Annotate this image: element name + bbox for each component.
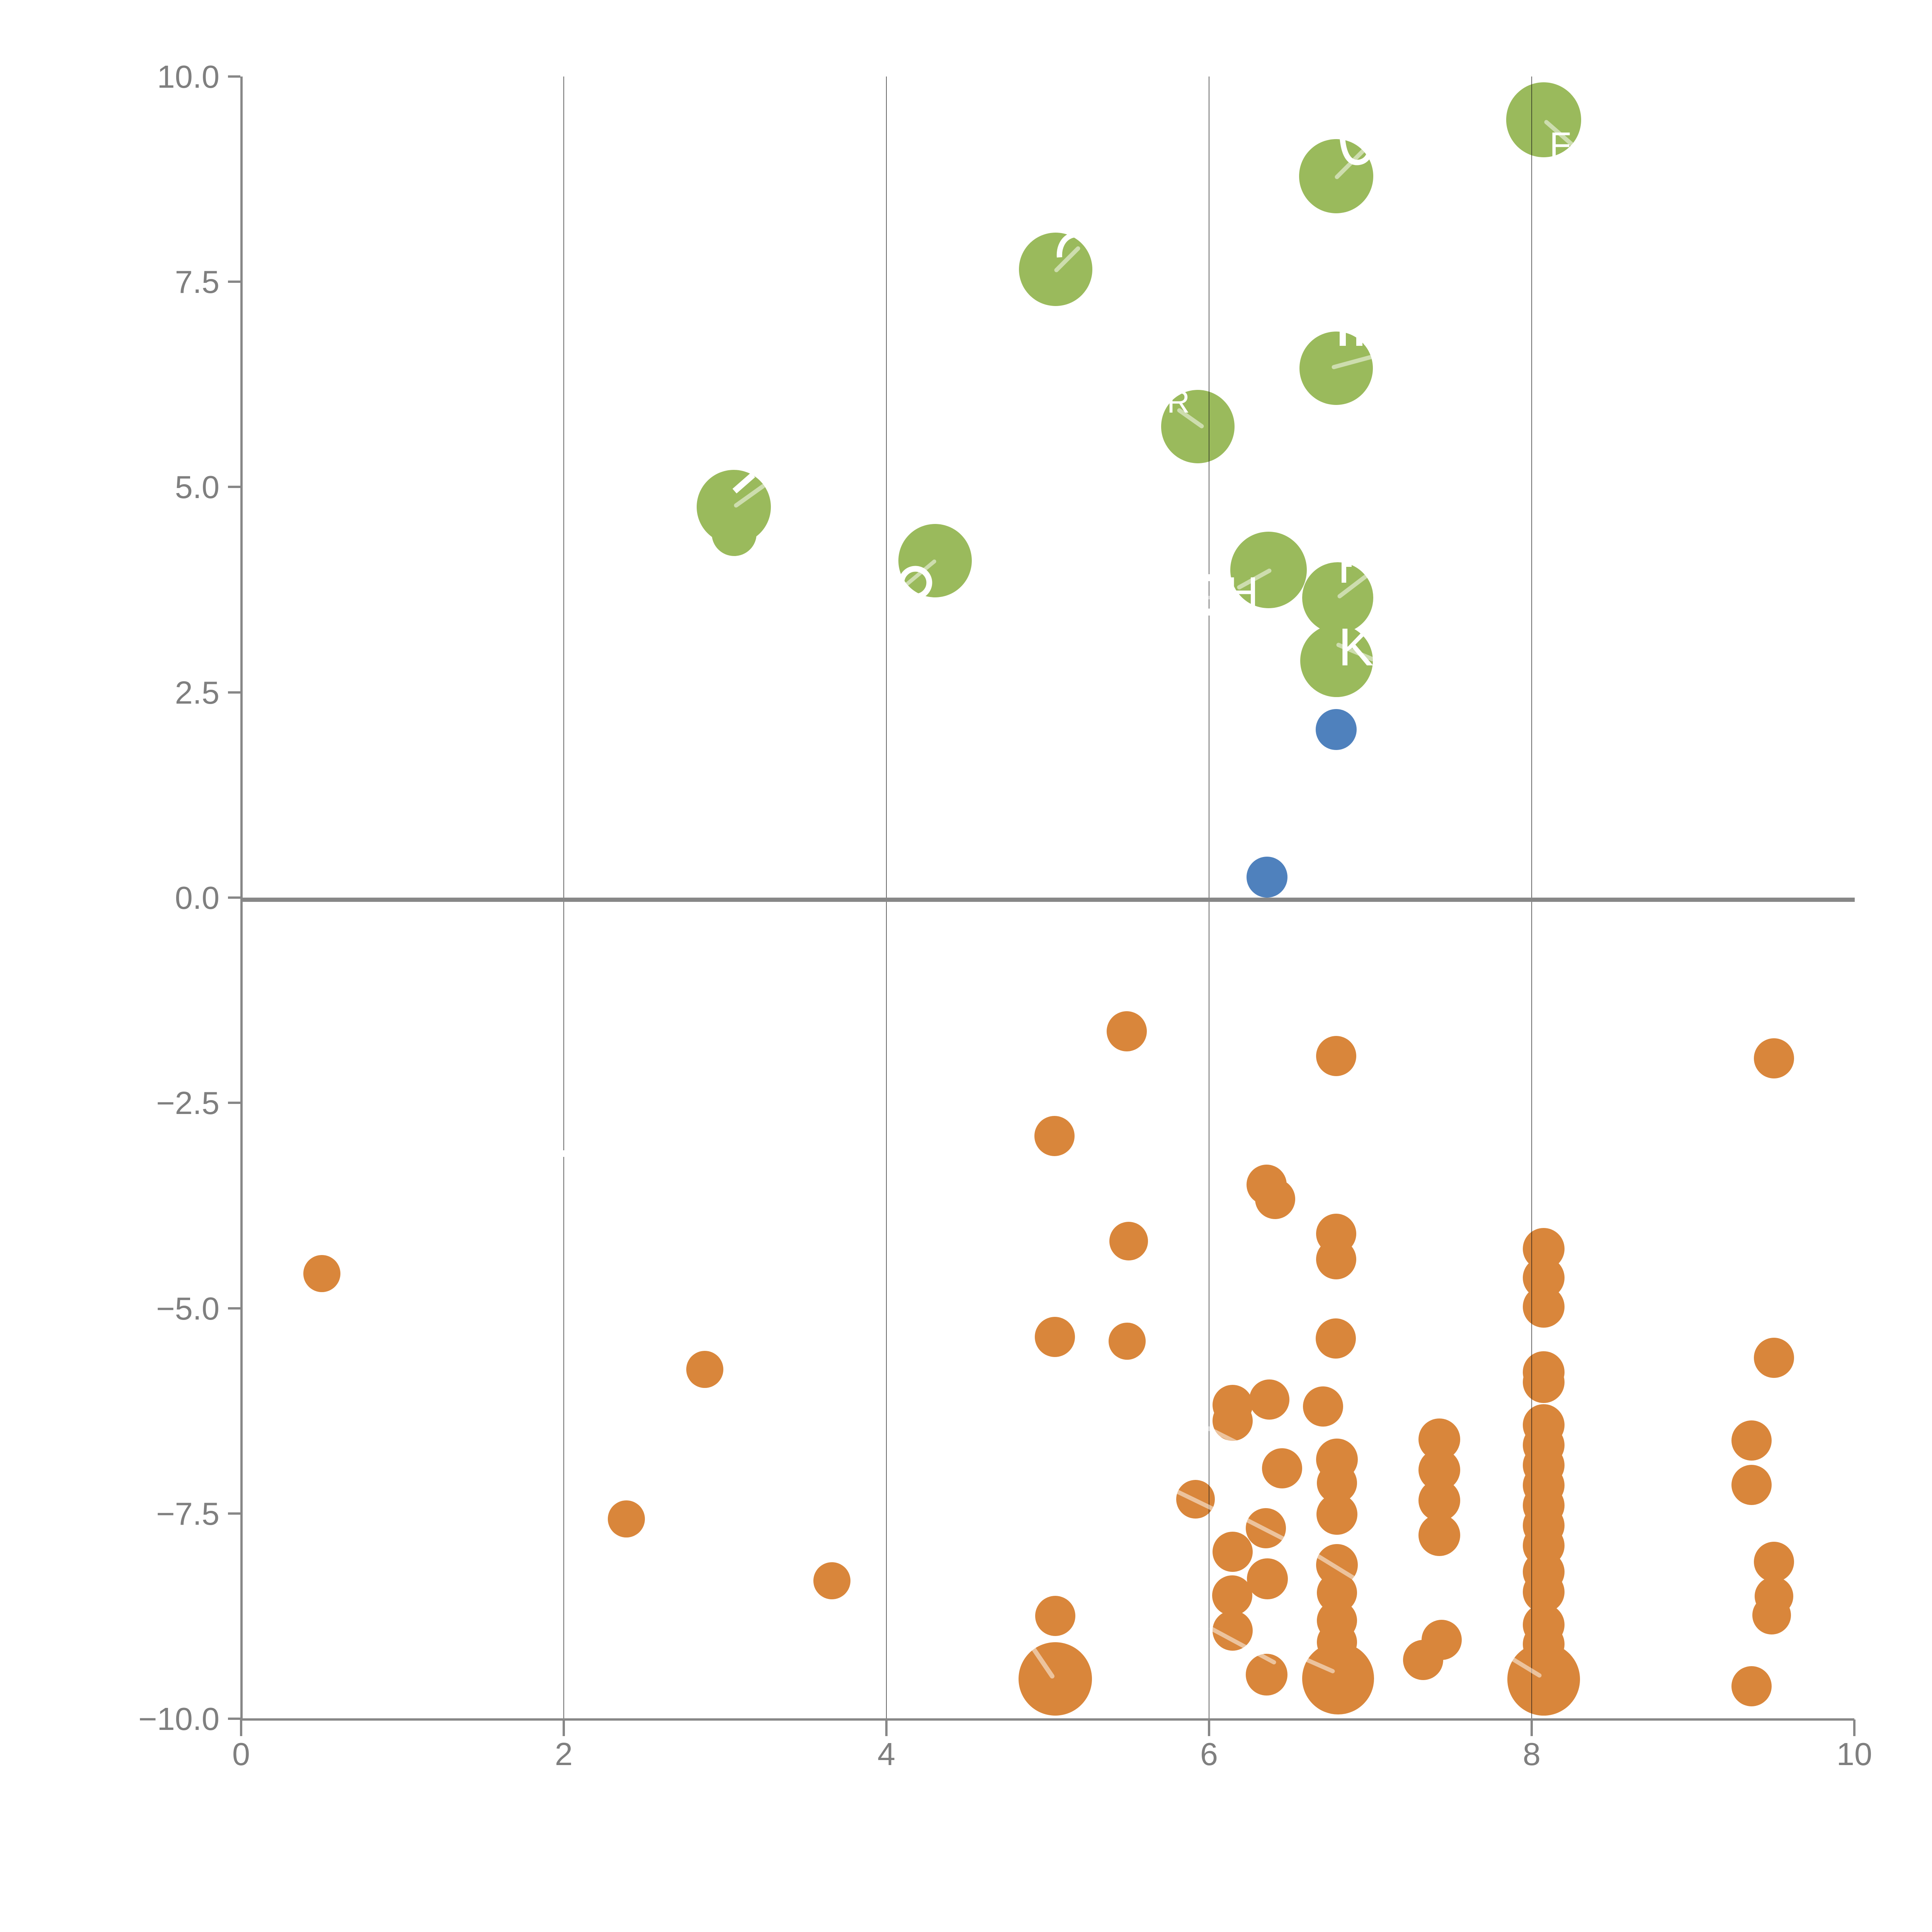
svg-text:−2.5: −2.5 [156,1085,219,1121]
svg-text:F: F [1549,125,1571,165]
svg-text:0: 0 [232,1736,250,1772]
svg-text:K: K [1338,617,1374,677]
svg-text:H: H [1226,568,1259,618]
svg-text:7.5: 7.5 [175,264,219,300]
svg-text:10.0: 10.0 [157,59,219,95]
svg-text:2: 2 [555,1736,573,1772]
svg-text:−10.0: −10.0 [138,1701,219,1737]
svg-text:−7.5: −7.5 [156,1496,219,1532]
svg-text:0.0: 0.0 [175,880,219,916]
svg-text:10: 10 [1837,1736,1872,1772]
svg-text:R: R [1167,384,1190,420]
svg-text:2.5: 2.5 [175,675,219,711]
svg-text:8: 8 [1523,1736,1541,1772]
svg-text:−5.0: −5.0 [156,1291,219,1327]
svg-text:6: 6 [1200,1736,1218,1772]
svg-text:5.0: 5.0 [175,469,219,505]
svg-text:4: 4 [878,1736,895,1772]
